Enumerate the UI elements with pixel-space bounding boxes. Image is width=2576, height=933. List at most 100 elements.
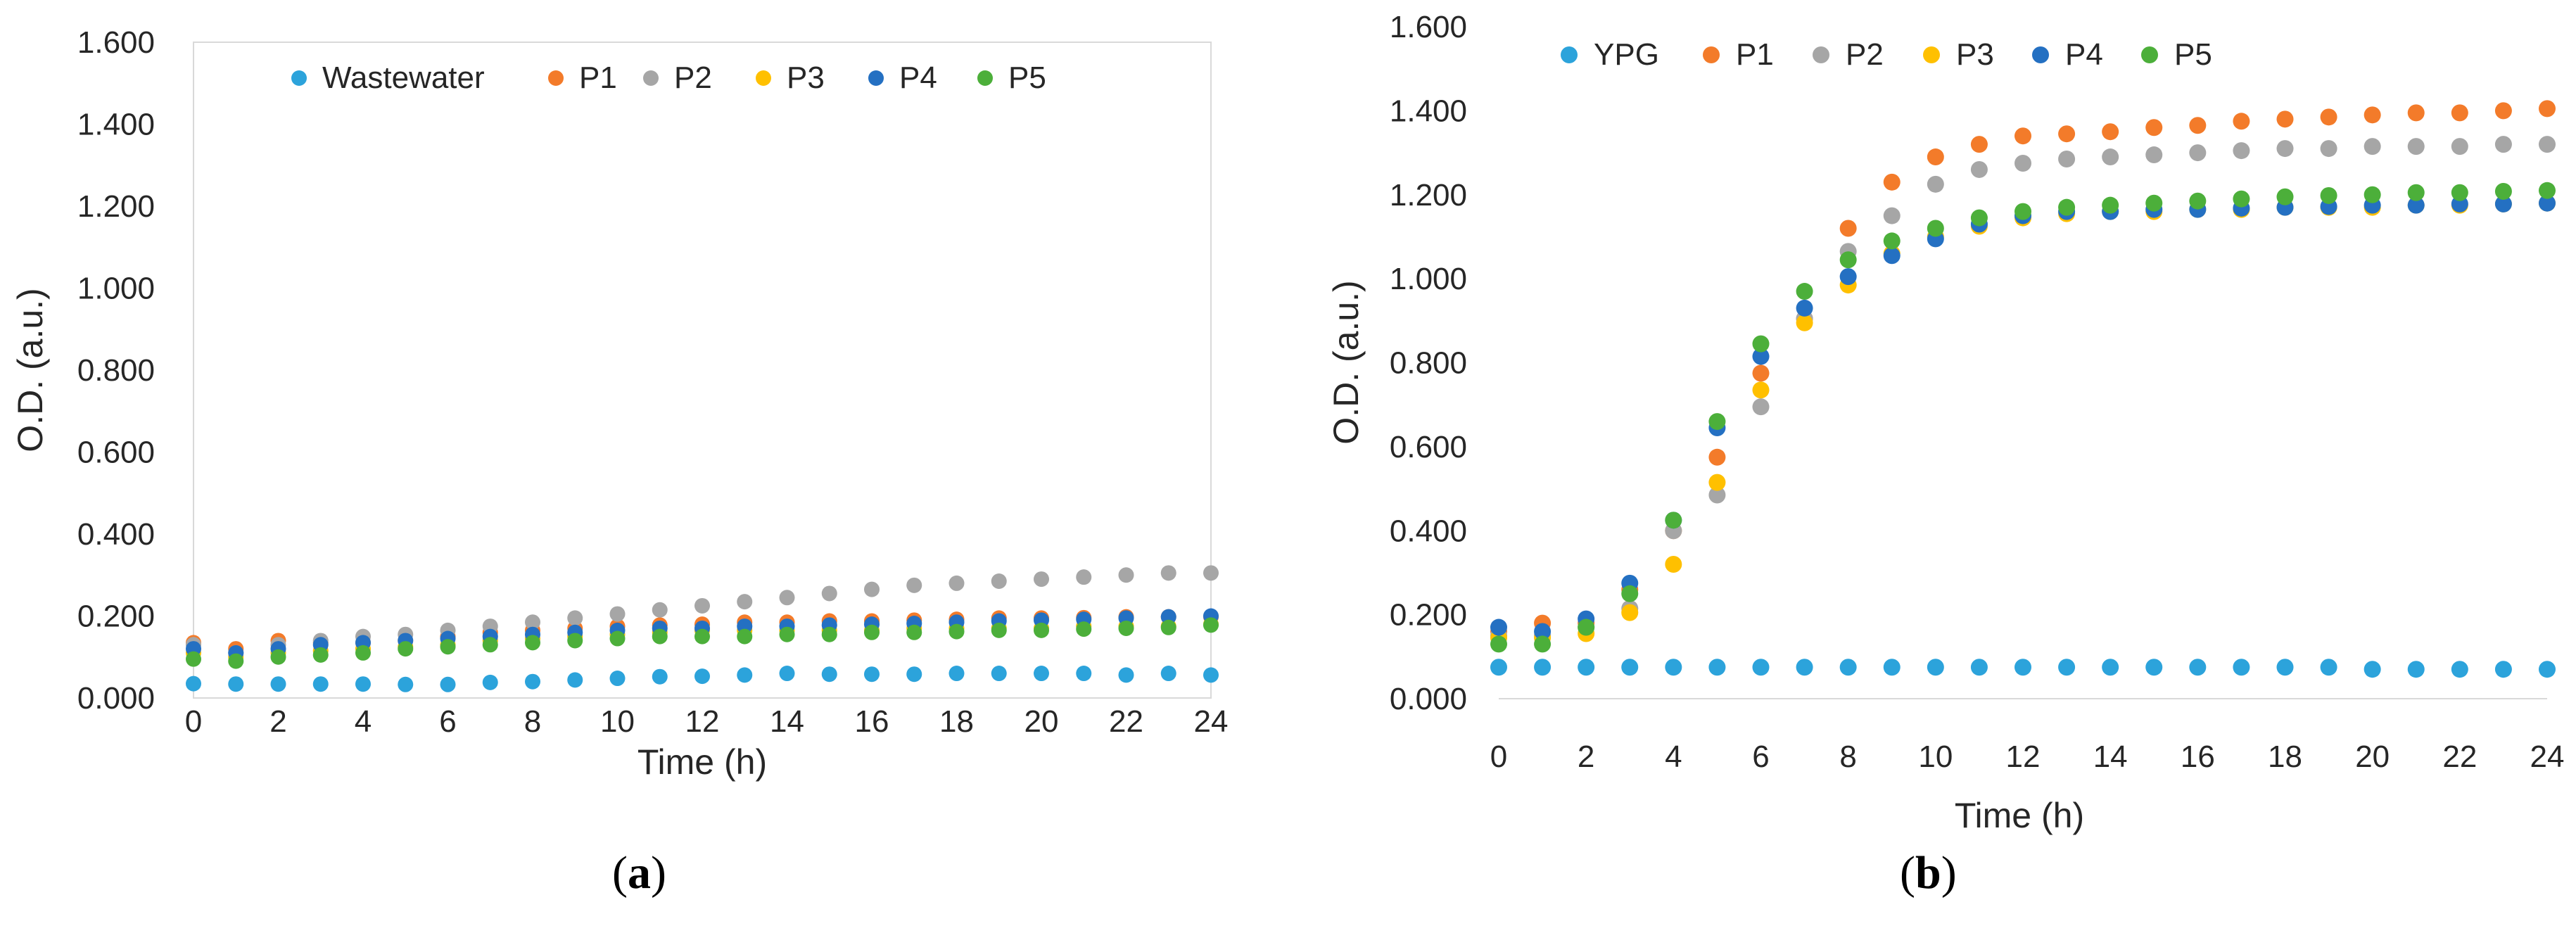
- data-point-ypg: [2451, 661, 2468, 678]
- data-point-wastewater: [312, 676, 329, 692]
- data-point-p2: [2407, 138, 2425, 156]
- data-point-p1: [2145, 119, 2163, 137]
- data-point-p2: [948, 575, 965, 591]
- data-point-ypg: [1883, 659, 1901, 676]
- panel-b-legend: YPG P1 P2 P3 P4 P5: [1561, 37, 2212, 72]
- data-point-wastewater: [1118, 667, 1134, 683]
- x-tick-label: 20: [1024, 704, 1059, 739]
- data-point-p1: [2233, 113, 2250, 130]
- y-tick-label: 0.000: [77, 681, 155, 716]
- legend-marker-p2: [1813, 46, 1829, 63]
- data-point-p5: [906, 624, 922, 640]
- data-point-p4: [2539, 194, 2556, 212]
- y-tick-label: 1.000: [1390, 262, 1467, 296]
- data-point-p5: [1839, 251, 1857, 269]
- y-tick-label: 0.400: [77, 517, 155, 552]
- panel-a-y-axis-title: O.D. (a.u.): [11, 288, 50, 452]
- data-point-p5: [312, 647, 329, 663]
- data-point-ypg: [2539, 661, 2556, 678]
- data-point-p2: [525, 614, 540, 630]
- data-point-p3: [1708, 474, 1726, 491]
- data-point-p5: [2145, 194, 2163, 212]
- data-point-p5: [948, 623, 965, 640]
- data-point-p2: [1118, 567, 1134, 583]
- data-point-p5: [228, 653, 244, 669]
- data-point-p4: [1160, 609, 1176, 625]
- data-point-ypg: [1970, 659, 1988, 676]
- data-point-p5: [1970, 209, 1988, 227]
- data-point-p2: [2276, 140, 2294, 158]
- data-point-p3: [1665, 556, 1682, 573]
- x-tick-label: 16: [2181, 740, 2215, 774]
- x-tick-label: 0: [1490, 740, 1507, 774]
- data-point-wastewater: [355, 676, 371, 692]
- legend-marker-p1: [548, 70, 564, 86]
- panel-a-data-points: [186, 565, 1219, 692]
- data-point-p4: [1534, 623, 1552, 640]
- data-point-ypg: [1839, 659, 1857, 676]
- y-tick-label: 0.600: [77, 436, 155, 470]
- data-point-ypg: [1665, 659, 1682, 676]
- x-tick-label: 22: [2442, 740, 2477, 774]
- x-tick-label: 12: [685, 704, 720, 739]
- data-point-p4: [1883, 247, 1901, 265]
- data-point-wastewater: [609, 671, 626, 687]
- x-tick-label: 14: [2093, 740, 2128, 774]
- data-point-p2: [2102, 148, 2119, 166]
- data-point-p5: [1883, 232, 1901, 250]
- legend-marker-ypg: [1561, 46, 1578, 63]
- data-point-p5: [1034, 622, 1049, 638]
- x-tick-label: 2: [1578, 740, 1594, 774]
- data-point-p1: [2451, 104, 2468, 122]
- legend-marker-p2: [643, 70, 659, 86]
- y-tick-label: 1.400: [77, 108, 155, 142]
- data-point-p5: [737, 628, 753, 645]
- panel-a-legend: Wastewater P1 P2 P3 P4 P5: [291, 61, 1046, 95]
- y-tick-label: 1.400: [1390, 94, 1467, 128]
- data-point-p5: [1160, 619, 1176, 635]
- data-point-p3: [1621, 604, 1639, 621]
- panel-a-x-axis: 0 2 4 6 8 10 12 14 16 18 20 22 24: [185, 697, 1228, 739]
- data-point-p4: [1490, 618, 1507, 636]
- legend-marker-p4: [868, 70, 884, 86]
- x-tick-label: 0: [185, 704, 202, 739]
- data-point-p1: [2539, 100, 2556, 118]
- y-tick-label: 0.800: [77, 353, 155, 388]
- data-point-p2: [2233, 142, 2250, 160]
- data-point-p1: [1708, 448, 1726, 466]
- data-point-p5: [270, 649, 286, 665]
- data-point-p5: [821, 626, 837, 642]
- panel-a-label: (a): [612, 847, 666, 899]
- data-point-p5: [2539, 182, 2556, 199]
- data-point-p3: [1796, 314, 1813, 331]
- data-point-p5: [2364, 186, 2381, 203]
- data-point-p5: [2320, 186, 2337, 204]
- data-point-p2: [1970, 160, 1988, 178]
- data-point-p5: [2451, 184, 2468, 201]
- data-point-wastewater: [1203, 667, 1219, 683]
- data-point-ypg: [2407, 661, 2425, 678]
- data-point-p2: [2058, 151, 2076, 168]
- data-point-p1: [2102, 123, 2119, 141]
- data-point-p5: [1708, 413, 1726, 431]
- x-tick-label: 24: [2530, 740, 2565, 774]
- data-point-ypg: [1490, 659, 1507, 676]
- data-point-p2: [737, 594, 753, 610]
- data-point-p2: [2364, 138, 2381, 156]
- data-point-p2: [1203, 565, 1219, 581]
- data-point-p5: [779, 626, 795, 642]
- data-point-ypg: [2494, 661, 2512, 678]
- legend-label-p3: P3: [1956, 37, 1994, 72]
- data-point-p2: [1752, 398, 1770, 416]
- data-point-p2: [991, 573, 1007, 589]
- data-point-wastewater: [1160, 666, 1176, 682]
- y-tick-label: 0.600: [1390, 430, 1467, 464]
- x-tick-label: 4: [1665, 740, 1682, 774]
- data-point-p4: [1839, 268, 1857, 286]
- data-point-p5: [398, 641, 414, 657]
- data-point-p2: [652, 602, 668, 618]
- panel-b-y-axis-title: O.D. (a.u.): [1326, 280, 1366, 444]
- data-point-p5: [1203, 617, 1219, 633]
- legend-label-p2: P2: [674, 61, 712, 95]
- y-tick-label: 1.200: [77, 189, 155, 224]
